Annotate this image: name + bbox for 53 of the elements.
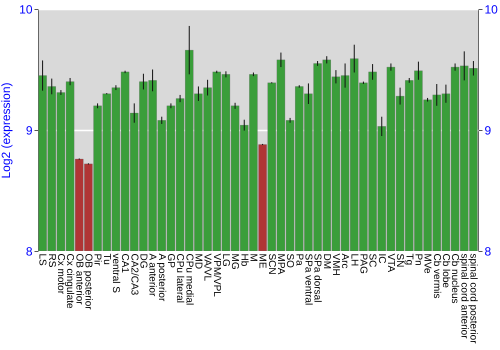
x-tick-label: CA2/CA3 [128,254,140,296]
x-tick-label: Arc [339,254,350,268]
x-tick-label: Cb vermis [430,254,442,299]
x-tick-label: SCN [266,254,277,275]
x-tick-label: Pa [293,254,304,266]
x-tick-label: LH [348,254,360,266]
x-tick-label: Cx cingulate [64,254,76,309]
x-tick-label: ME [256,254,268,269]
y2-tick-label: 10 [484,2,498,16]
x-tick-label: Cb nucleus [449,254,460,304]
x-tick-label: MPA [274,254,286,275]
y-axis-title: Log2 (expression) [0,82,14,179]
x-tick-label: RS [46,254,57,268]
x-tick-label: OB posterior [82,254,94,310]
x-tick-label: Pir [92,254,103,266]
x-tick-label: IC [376,254,387,264]
x-tick-label: SC [366,254,378,268]
x-tick-label: Cx motor [54,254,66,295]
x-tick-label: CPu lateral [174,254,186,303]
x-tick-label: A anterior [146,254,158,297]
x-tick-label: SPa dorsal [312,254,323,302]
x-tick-label: SPa ventral [302,254,314,306]
x-tick-label: DG [137,254,148,269]
x-tick-label: MD [192,254,204,270]
x-tick-label: Tu [100,254,112,265]
x-tick-label: LS [36,254,48,266]
x-tick-label: MG [229,254,240,270]
x-tick-label: VPM/VPL [210,254,222,298]
x-tick-label: CA1 [119,254,130,274]
x-tick-label: spinal cord anterior [458,254,470,340]
x-tick-label: Pn [412,254,424,266]
y-tick-label: 10 [19,2,33,16]
x-tick-label: VA/VL [202,254,213,282]
x-tick-label: GP [164,254,176,268]
y-tick-label: 9 [26,124,33,138]
x-tick-label: Hb [238,254,250,267]
x-tick-label: SO [284,254,296,268]
x-tick-label: Tg [403,254,414,266]
x-tick-label: LG [220,254,231,268]
x-tick-label: A posterior [156,254,167,302]
x-tick-label: spinal cord posterior [467,254,478,344]
x-tick-label: ventral S [110,254,121,294]
x-tick-label: OB anterior [73,254,84,306]
y2-tick-label: 8 [484,244,492,258]
x-tick-label: VMH [330,254,341,276]
y-tick-label: 8 [26,244,33,258]
x-tick-label: VTA [384,254,396,273]
x-tick-label: CPu medial [183,254,194,306]
x-tick-label: MVe [422,254,433,274]
x-tick-label: PAG [357,254,368,274]
x-tick-label: DM [320,254,332,270]
y2-tick-label: 9 [484,124,492,138]
x-tick-label: SN [394,254,406,268]
